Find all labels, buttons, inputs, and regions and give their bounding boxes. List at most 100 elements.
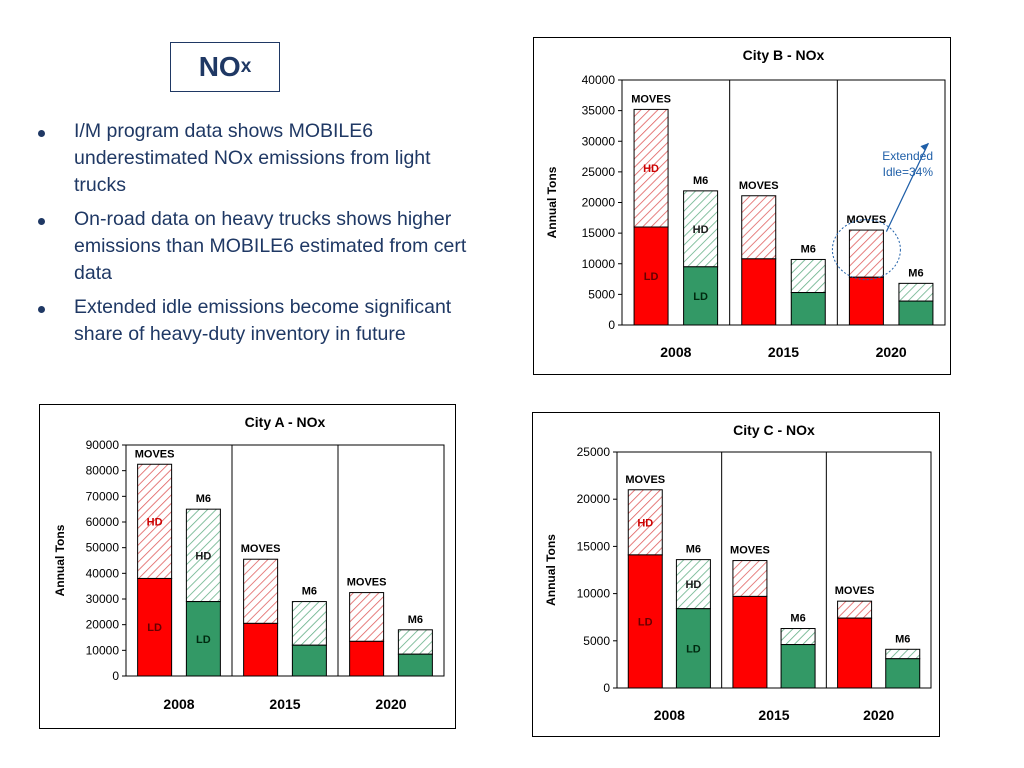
bar-ld-segment <box>837 617 873 689</box>
bar-ld-segment <box>349 640 385 677</box>
bar-model-label: M6 <box>895 633 910 645</box>
slide-title-subscript: x <box>240 56 252 77</box>
annotation-arrow-line <box>885 142 929 232</box>
bullet-text: I/M program data shows MOBILE6 underesti… <box>74 120 431 196</box>
y-tick-label: 0 <box>608 318 615 332</box>
bar-hd-segment <box>848 229 884 278</box>
bullet-dot-icon <box>38 130 45 137</box>
y-tick-label: 70000 <box>86 489 120 503</box>
bullet-list: I/M program data shows MOBILE6 underesti… <box>30 118 470 355</box>
bar-hd-segment <box>885 648 921 660</box>
bar-hd-segment <box>780 628 816 646</box>
bar-ld-segment <box>885 658 921 689</box>
chart-title: City A - NOx <box>245 414 326 430</box>
plot-area <box>621 79 946 326</box>
y-axis-label: Annual Tons <box>545 166 559 238</box>
bar-hd-label: HD <box>195 550 211 562</box>
group-label: 2020 <box>876 344 907 360</box>
bar-model-label: M6 <box>908 267 923 279</box>
group-label: 2008 <box>163 696 194 712</box>
chart-city-a: City A - NOx Annual Tons 0 10000 20000 30000 4… <box>39 404 456 729</box>
bar-hd-segment <box>349 592 385 642</box>
bar-ld-segment <box>898 300 934 326</box>
group-label: 2008 <box>660 344 691 360</box>
bar-model-label: M6 <box>196 493 211 505</box>
bar-ld-segment <box>732 595 768 689</box>
bullet-text: Extended idle emissions become significa… <box>74 296 452 345</box>
bar-ld-segment <box>243 622 279 677</box>
y-tick-label: 40000 <box>582 73 616 87</box>
plot-area <box>125 444 445 677</box>
bar-ld-label: LD <box>196 634 211 646</box>
y-tick-label: 15000 <box>577 539 611 553</box>
bar-model-label: MOVES <box>847 214 887 226</box>
bar-hd-label: HD <box>693 224 709 236</box>
y-tick-label: 10000 <box>582 257 616 271</box>
slide-title-main: NO <box>198 51 241 82</box>
chart-city-c: City C - NOx Annual Tons 0 5000 10000 15000 20… <box>532 412 940 737</box>
bar-hd-segment <box>741 195 777 260</box>
y-tick-label: 60000 <box>86 515 120 529</box>
chart-city-a-svg: City A - NOx Annual Tons 0 10000 20000 30000 4… <box>53 414 445 712</box>
bar-hd-label: HD <box>147 516 163 528</box>
bullet-item: Extended idle emissions become significa… <box>30 294 470 348</box>
bullet-item: I/M program data shows MOBILE6 underesti… <box>30 118 470 199</box>
bar-ld-segment <box>780 644 816 689</box>
annotation-circle <box>831 219 901 281</box>
group-label: 2008 <box>654 707 685 723</box>
y-axis-label: Annual Tons <box>544 534 558 606</box>
bar-ld-segment <box>137 577 173 677</box>
y-tick-label: 35000 <box>582 104 616 118</box>
annotation-arrow-head <box>920 143 929 151</box>
bar-hd-label: HD <box>685 579 701 591</box>
chart-city-c-svg: City C - NOx Annual Tons 0 5000 10000 15000 20… <box>544 422 932 723</box>
bar-ld-segment <box>185 601 221 677</box>
bar-hd-segment <box>683 190 719 268</box>
bar-ld-segment <box>397 653 433 677</box>
bullet-dot-icon <box>38 218 45 225</box>
bar-ld-label: LD <box>644 271 659 283</box>
y-tick-label: 30000 <box>86 592 120 606</box>
bar-model-label: M6 <box>302 586 317 598</box>
bullet-text: On-road data on heavy trucks shows highe… <box>74 208 467 284</box>
y-tick-label: 5000 <box>588 287 615 301</box>
annotation-text: Idle=34% <box>883 165 934 179</box>
bar-model-label: MOVES <box>739 180 779 192</box>
bar-ld-label: LD <box>638 616 653 628</box>
y-tick-label: 80000 <box>86 464 120 478</box>
bar-model-label: MOVES <box>625 474 665 486</box>
bar-ld-label: LD <box>147 622 162 634</box>
annotation-text: Extended <box>882 149 933 163</box>
y-tick-label: 90000 <box>86 438 120 452</box>
bar-ld-segment <box>633 226 669 326</box>
bar-hd-segment <box>627 489 663 556</box>
bar-model-label: MOVES <box>631 93 671 105</box>
bar-ld-segment <box>848 276 884 326</box>
y-tick-label: 10000 <box>577 587 611 601</box>
y-tick-label: 15000 <box>582 226 616 240</box>
bar-hd-segment <box>790 258 826 294</box>
y-tick-label: 50000 <box>86 541 120 555</box>
bar-hd-segment <box>243 558 279 624</box>
bar-hd-segment <box>898 282 934 302</box>
bar-ld-segment <box>627 554 663 689</box>
y-tick-label: 5000 <box>583 634 610 648</box>
chart-city-b-svg: City B - NOx Annual Tons 0 5000 10000 15000 20… <box>545 47 946 360</box>
y-tick-label: 0 <box>603 681 610 695</box>
bar-hd-segment <box>397 629 433 655</box>
bar-hd-label: HD <box>637 517 653 529</box>
bar-model-label: M6 <box>790 613 805 625</box>
bar-model-label: MOVES <box>347 577 387 589</box>
bullet-dot-icon <box>38 306 45 313</box>
bar-ld-segment <box>741 258 777 326</box>
y-tick-label: 25000 <box>582 165 616 179</box>
bar-model-label: M6 <box>408 614 423 626</box>
bar-hd-segment <box>291 601 327 646</box>
chart-title: City C - NOx <box>733 422 815 438</box>
chart-title: City B - NOx <box>743 47 825 63</box>
y-axis-label: Annual Tons <box>53 524 67 596</box>
bar-hd-segment <box>675 559 711 610</box>
y-tick-label: 0 <box>112 669 119 683</box>
chart-city-b: City B - NOx Annual Tons 0 5000 10000 15000 20… <box>533 37 951 375</box>
bar-ld-label: LD <box>693 291 708 303</box>
